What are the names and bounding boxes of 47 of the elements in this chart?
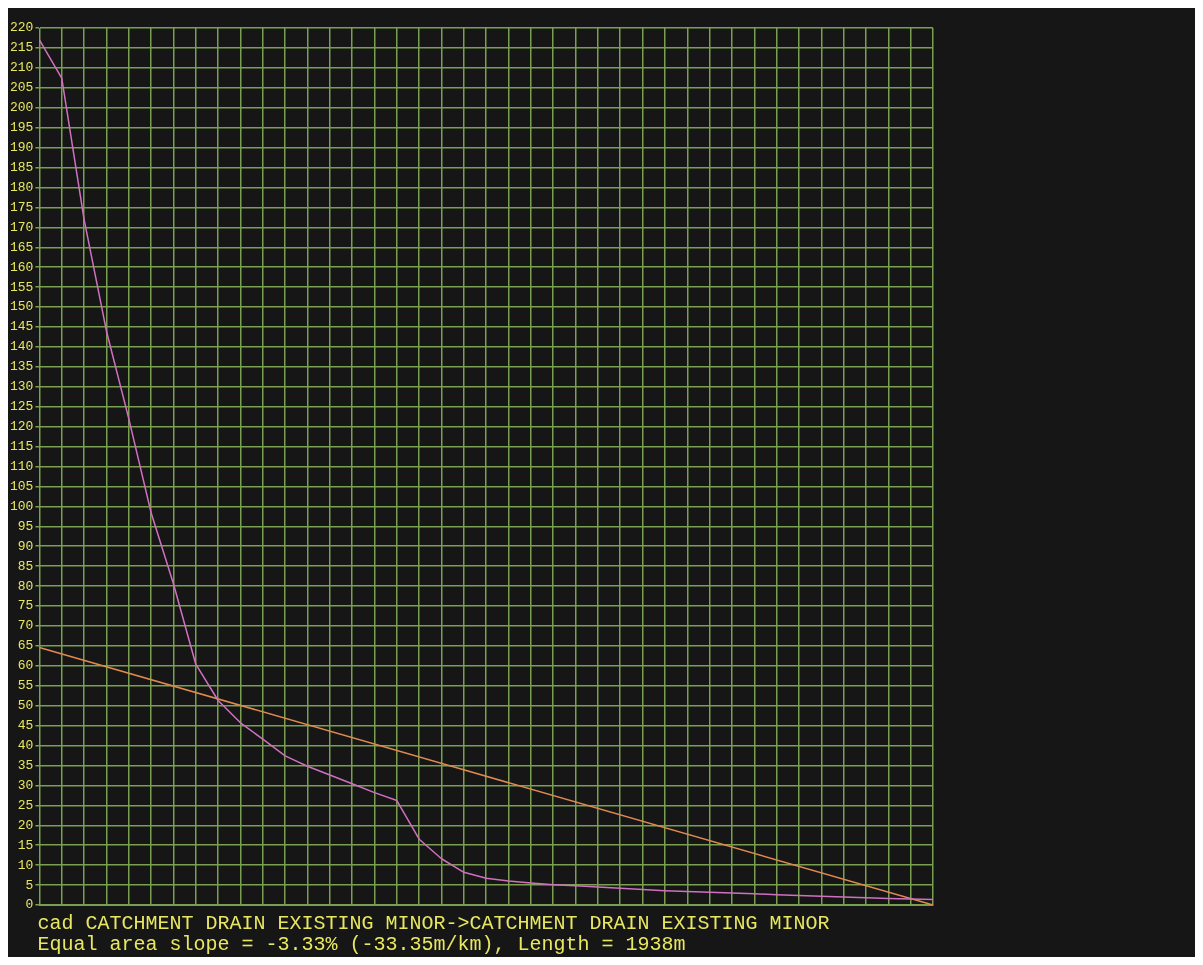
y-tick-label: 125: [10, 399, 34, 415]
y-tick-label: 90: [17, 538, 34, 554]
y-tick-label: 140: [10, 339, 34, 355]
y-tick-label: 115: [10, 439, 34, 455]
y-tick-label: 130: [10, 379, 34, 395]
y-tick-label: 135: [10, 359, 34, 375]
y-tick-label: 180: [10, 179, 34, 195]
y-tick-label: 205: [10, 80, 34, 96]
y-tick-label: 105: [10, 478, 34, 494]
y-tick-label: 100: [10, 498, 34, 514]
y-tick-label: 35: [17, 757, 34, 773]
y-tick-label: 155: [10, 279, 34, 295]
y-tick-label: 210: [10, 60, 34, 76]
y-tick-label: 120: [10, 419, 34, 435]
y-tick-label: 60: [17, 658, 34, 674]
y-tick-label: 85: [17, 558, 34, 574]
y-tick-label: 150: [10, 299, 34, 315]
y-tick-label: 80: [17, 578, 34, 594]
text: Equal area slope = -3.33% (-33.35m/km), Length = 1938m: [37, 933, 686, 956]
y-tick-label: 175: [10, 199, 34, 215]
y-tick-label: 30: [17, 777, 34, 793]
y-tick-label: 50: [17, 698, 34, 714]
y-tick-label: 25: [17, 797, 34, 813]
y-tick-label: 55: [17, 678, 34, 694]
y-tick-label: 170: [10, 219, 34, 235]
y-tick-label: 15: [17, 837, 34, 853]
y-tick-label: 200: [10, 100, 34, 116]
y-tick-label: 70: [17, 618, 34, 634]
y-tick-label: 165: [10, 239, 34, 255]
y-tick-label: 75: [17, 598, 34, 614]
y-tick-label: 0: [25, 897, 34, 913]
y-tick-label: 65: [17, 638, 34, 654]
y-tick-label: 220: [10, 20, 34, 36]
y-tick-label: 45: [17, 718, 34, 734]
y-tick-label: 110: [10, 458, 34, 474]
y-tick-label: 40: [17, 737, 34, 753]
y-tick-label: 195: [10, 120, 34, 136]
y-tick-label: 5: [25, 877, 34, 893]
text: cad CATCHMENT DRAIN EXISTING MINOR->CATCHMENT DRAIN EXISTING MINOR: [37, 912, 830, 935]
y-tick-label: 95: [17, 518, 34, 534]
y-tick-label: 145: [10, 319, 34, 335]
y-tick-label: 160: [10, 259, 34, 275]
y-tick-label: 185: [10, 159, 34, 175]
y-tick-label: 20: [17, 817, 34, 833]
y-tick-label: 215: [10, 40, 34, 56]
y-tick-label: 10: [17, 857, 34, 873]
y-tick-label: 190: [10, 140, 34, 156]
